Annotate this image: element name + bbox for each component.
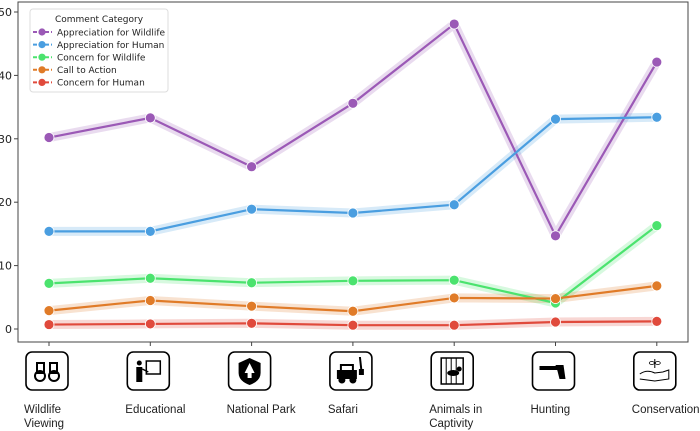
y-tick-label: 40 [0,69,12,82]
data-point [347,305,359,317]
data-point [43,319,55,330]
x-category-label-line: Safari [327,404,358,416]
x-category-label: National Park [227,403,296,417]
x-category-label: Educational [125,403,185,417]
x-category-label-line: Educational [125,404,186,416]
legend-label: Appreciation for Human [57,41,164,51]
data-point [144,112,156,124]
legend-marker [38,53,46,61]
data-point [448,319,460,331]
data-point [43,132,55,143]
x-category-label: Wildlife Viewing [24,403,64,431]
data-point [246,277,258,289]
data-point [43,305,55,317]
data-point [144,318,156,330]
data-point [651,56,663,68]
data-point [246,161,258,173]
data-point [347,319,359,331]
data-point [550,113,561,125]
data-point [651,111,663,123]
legend-marker [38,41,46,49]
confidence-band [48,222,660,308]
x-category-label-line: Viewing [24,418,65,430]
caged-monkey-icon [430,351,475,391]
data-point [448,274,460,286]
legend-label: Appreciation for Wildlife [57,28,166,38]
x-category-label: Conservation [632,403,700,417]
data-point [144,295,156,306]
legend-marker [38,78,46,86]
data-point [347,97,359,109]
data-point [347,207,359,219]
data-point [550,293,561,304]
legend-marker [38,28,46,36]
y-tick-label: 20 [0,196,12,209]
x-category-label: Hunting [531,403,571,417]
data-point [43,225,55,237]
park-shield-tree-icon [227,351,272,391]
hand-plant-icon [632,351,677,391]
y-tick-label: 30 [0,133,12,146]
data-point [246,317,258,329]
legend-label: Concern for Human [57,79,145,89]
data-point [550,316,561,328]
safari-jeep-giraffe-icon [329,351,373,391]
y-tick-label: 10 [0,260,12,273]
y-tick-label: 50 [0,6,12,19]
data-point [43,277,55,289]
x-category-label: Safari [328,403,358,417]
data-point [550,230,561,242]
data-point [651,220,663,232]
teacher-board-icon [126,351,171,391]
data-point [448,292,460,304]
legend-title: Comment Category [55,15,144,25]
x-category-label: Animals in Captivity [429,403,482,431]
x-category-label-line: Animals in [429,404,483,416]
data-point [246,203,258,215]
data-point [448,18,460,30]
data-point [144,272,156,284]
x-category-label-line: Wildlife [24,404,62,416]
legend-label: Call to Action [57,66,117,76]
data-point [246,300,258,312]
legend: Comment Category Appreciation for Wildlif… [29,8,169,93]
gun-icon [531,351,576,391]
x-category-label-line: Hunting [530,404,571,416]
x-category-label-line: Conservation [631,404,700,416]
legend-label: Concern for Wildlife [57,54,146,64]
x-category-label-line: National Park [226,404,296,416]
data-point [347,275,359,287]
data-point [651,280,663,292]
y-tick-label: 0 [5,323,12,336]
data-point [448,199,460,211]
legend-marker [38,66,46,74]
data-point [144,225,156,237]
data-point [651,315,663,327]
binoculars-icon [25,351,69,391]
x-category-label-line: Captivity [429,418,474,430]
